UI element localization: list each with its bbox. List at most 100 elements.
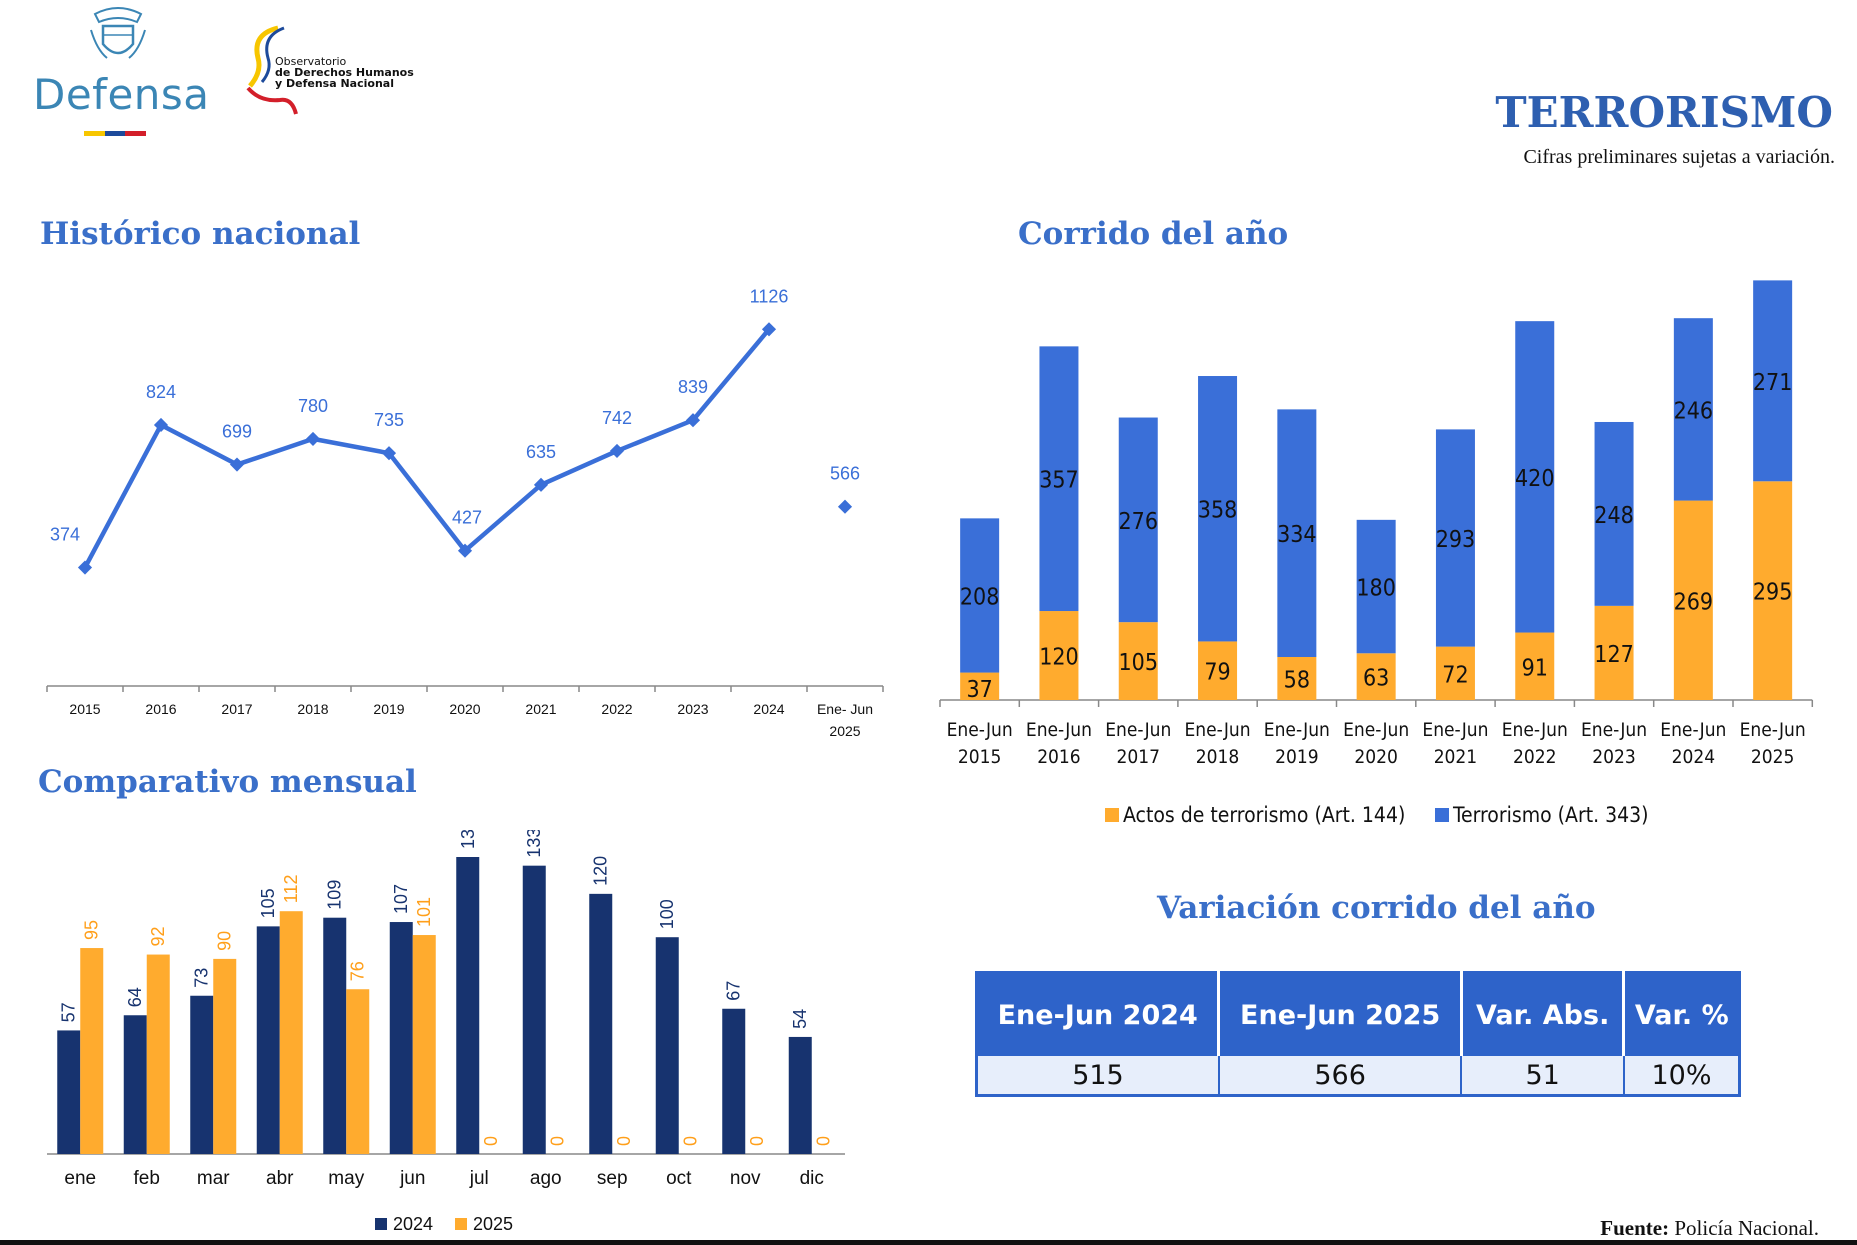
x-tick-label-line: 2019 [1275, 746, 1319, 768]
x-tick-label: Ene-Jun 2018 [1185, 719, 1251, 768]
table-header-cell: Ene-Jun 2024 [976, 972, 1221, 1056]
data-label: 100 [657, 899, 677, 929]
monthly-bar [589, 893, 613, 1154]
logo-text: Defensa [33, 70, 210, 119]
series-line [83, 327, 771, 569]
x-tick-label: Ene-Jun 2022 [1502, 719, 1568, 768]
data-label: 357 [1039, 468, 1079, 494]
x-tick-label-line: 2024 [1672, 746, 1716, 768]
data-label: 133 [524, 830, 544, 858]
data-label: 101 [414, 897, 434, 927]
monthly-bar [57, 1030, 81, 1154]
x-tick-label: Ene-Jun 2017 [1105, 719, 1171, 768]
source-note: Fuente: Policía Nacional. [1600, 1216, 1819, 1241]
table-cell: 10% [1623, 1056, 1740, 1096]
x-tick-label-line: Ene-Jun [1581, 719, 1647, 741]
x-tick-label: 2021 [525, 701, 556, 717]
monthly-bar [389, 922, 413, 1154]
data-label: 137 [458, 830, 478, 849]
table-header-cell: Ene-Jun 2025 [1218, 972, 1463, 1056]
x-tick-label-line: Ene-Jun [947, 719, 1013, 741]
data-label: 67 [724, 981, 744, 1001]
stacked-bar-segment [1435, 646, 1475, 700]
data-label: 635 [526, 442, 556, 462]
data-label: 58 [1284, 668, 1310, 694]
x-tick-label-line: Ene-Jun [1660, 719, 1726, 741]
data-label: 824 [146, 382, 176, 402]
x-tick-label: Ene-Jun 2024 [1660, 719, 1726, 768]
x-tick-label-line: Ene-Jun [1185, 719, 1251, 741]
monthly-bar [722, 1008, 746, 1154]
monthly-bar [279, 911, 303, 1154]
monthly-bar [213, 958, 237, 1154]
data-label: 0 [747, 1136, 767, 1146]
data-label: 107 [391, 884, 411, 914]
stacked-bar-segment [1594, 421, 1634, 606]
data-label: 54 [790, 1009, 810, 1029]
data-label: 780 [298, 396, 328, 416]
stacked-bar-segment [1277, 657, 1317, 700]
data-label: 95 [82, 920, 102, 940]
table-cell: 51 [1461, 1056, 1625, 1096]
stacked-bar-segment [1435, 429, 1475, 647]
data-label: 566 [830, 464, 860, 484]
data-label: 334 [1277, 522, 1317, 548]
x-tick-label: Ene-Jun 2020 [1343, 719, 1409, 768]
x-tick-label-line: 2022 [1513, 746, 1557, 768]
x-tick-label-line: 2017 [1117, 746, 1161, 768]
monthly-bar [190, 995, 214, 1154]
x-tick-label: mar [197, 1168, 230, 1189]
x-tick-label: sep [597, 1168, 628, 1189]
data-label: 246 [1674, 398, 1714, 424]
data-label: 839 [678, 377, 708, 397]
stacked-bar-segment [960, 518, 1000, 673]
data-label: 91 [1522, 655, 1548, 681]
x-tick-label: 2019 [373, 701, 404, 717]
stacked-bar-segment [1118, 622, 1158, 700]
defensa-logo [33, 0, 203, 140]
legend-label: 2025 [473, 1214, 513, 1234]
monthly-bar [256, 926, 280, 1154]
x-tick-label: 2020 [449, 701, 480, 717]
data-label: 105 [1119, 650, 1159, 676]
preliminary-note: Cifras preliminares sujetas a variación. [1523, 146, 1835, 168]
obs-line-1: Observatorio [275, 55, 347, 68]
stacked-bar-segment [1594, 605, 1634, 700]
x-tick-label: Ene- Jun 2025 [817, 701, 873, 739]
data-label: 76 [348, 961, 368, 981]
x-tick-label: abr [266, 1168, 294, 1189]
legend-label: Terrorismo (Art. 343) [1452, 803, 1649, 827]
x-tick-label: jun [399, 1168, 425, 1189]
data-label: 73 [192, 968, 212, 988]
data-label: 358 [1198, 498, 1238, 524]
data-label: 64 [125, 987, 145, 1007]
data-point [457, 543, 473, 558]
monthly-bar [80, 948, 104, 1154]
x-tick-label-line: 2023 [1592, 746, 1636, 768]
x-tick-label: 2022 [601, 701, 632, 717]
x-tick-label-line: Ene-Jun [1026, 719, 1092, 741]
historico-title: Histórico nacional [40, 216, 361, 252]
x-tick-label: Ene-Jun 2016 [1026, 719, 1092, 768]
source-label: Fuente: [1600, 1216, 1670, 1240]
data-point [229, 457, 245, 472]
x-tick-label-line: Ene- Jun [817, 701, 873, 717]
x-tick-label-line: 2016 [1037, 746, 1081, 768]
monthly-bar [323, 917, 347, 1154]
data-label: 120 [591, 856, 611, 886]
x-tick-label: 2015 [69, 701, 100, 717]
data-label: 109 [325, 880, 345, 910]
stacked-bar-segment [1673, 318, 1713, 501]
x-tick-label: nov [730, 1168, 761, 1189]
data-label: 0 [481, 1136, 501, 1146]
x-tick-label: 2016 [145, 701, 176, 717]
data-label: 180 [1356, 576, 1396, 602]
x-tick-label: Ene-Jun 2015 [947, 719, 1013, 768]
stacked-bar-segment [1198, 641, 1238, 700]
historico-line-chart: 374 824 699 780 735 427 635 742 839 1126 566 2015 20… [46, 286, 884, 739]
data-point [837, 499, 853, 514]
legend-swatch [1105, 808, 1119, 822]
stacked-bar-segment [960, 672, 1000, 700]
data-label: 57 [59, 1002, 79, 1022]
obs-line-3: y Defensa Nacional [275, 77, 394, 90]
